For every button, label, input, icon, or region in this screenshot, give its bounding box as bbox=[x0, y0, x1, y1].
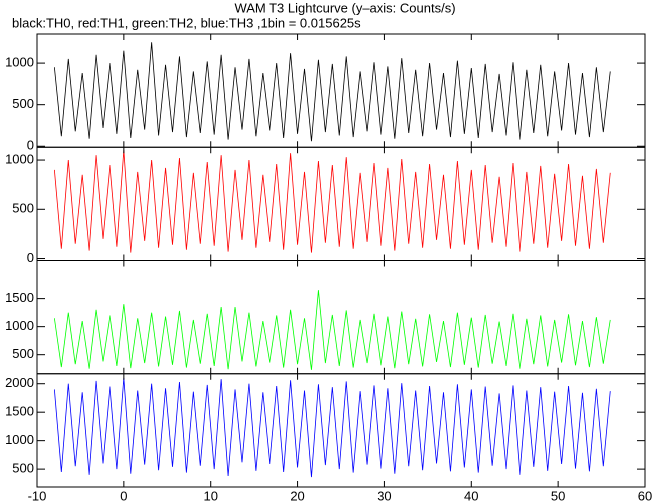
series-line bbox=[53, 42, 611, 142]
y-tick-label: 1500 bbox=[5, 290, 34, 305]
x-tick-label: 10 bbox=[203, 488, 217, 503]
x-tick-label: 60 bbox=[638, 488, 652, 503]
x-tick-label: 30 bbox=[377, 488, 391, 503]
y-tick-label: 1000 bbox=[5, 318, 34, 333]
x-tick-label: -10 bbox=[28, 488, 47, 503]
y-tick-label: 0 bbox=[27, 250, 34, 265]
y-tick-label: 500 bbox=[12, 461, 34, 476]
chart-title: WAM T3 Lightcurve (y–axis: Counts/s) bbox=[234, 0, 455, 15]
chart-subtitle: black:TH0, red:TH1, green:TH2, blue:TH3 … bbox=[12, 15, 361, 30]
x-tick-label: 50 bbox=[551, 488, 565, 503]
y-tick-label: 500 bbox=[12, 201, 34, 216]
series-line bbox=[53, 150, 611, 253]
y-tick-label: 1000 bbox=[5, 432, 34, 447]
x-tick-label: 40 bbox=[464, 488, 478, 503]
x-tick-label: 0 bbox=[120, 488, 127, 503]
panel-frame bbox=[36, 373, 646, 488]
y-tick-label: 500 bbox=[12, 96, 34, 111]
panel-frame bbox=[36, 260, 646, 375]
y-tick-label: 1000 bbox=[5, 55, 34, 70]
y-tick-label: 2000 bbox=[5, 375, 34, 390]
series-line bbox=[53, 377, 611, 478]
y-tick-label: 500 bbox=[12, 346, 34, 361]
y-tick-label: 1000 bbox=[5, 151, 34, 166]
y-tick-label: 0 bbox=[27, 138, 34, 153]
x-tick-label: 20 bbox=[290, 488, 304, 503]
panel-frame bbox=[36, 33, 646, 148]
y-tick-label: 1500 bbox=[5, 404, 34, 419]
panel-frame bbox=[36, 146, 646, 261]
series-line bbox=[53, 290, 611, 370]
